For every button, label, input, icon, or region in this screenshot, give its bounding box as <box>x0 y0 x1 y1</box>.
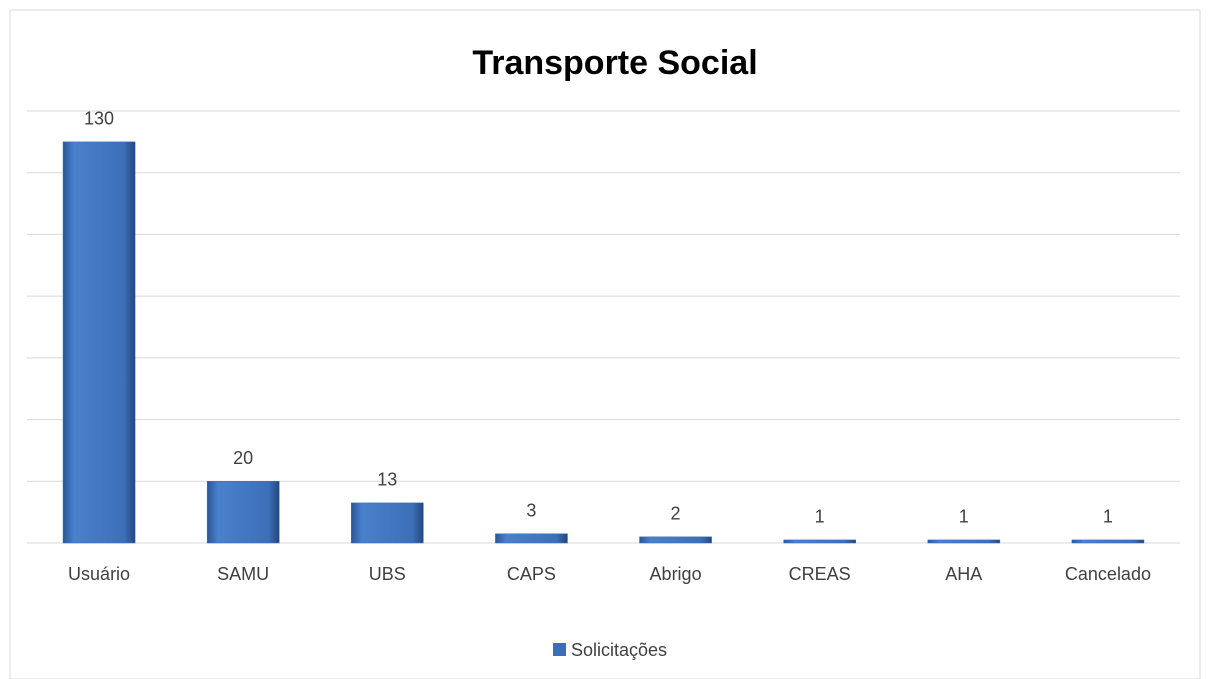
chart-title: Transporte Social <box>472 44 757 82</box>
data-label: 1 <box>959 507 969 527</box>
x-tick-label: Abrigo <box>650 564 702 584</box>
legend-swatch <box>553 643 566 656</box>
bar <box>1071 539 1145 544</box>
data-label: 130 <box>84 109 114 129</box>
bar <box>927 539 1001 544</box>
legend-label: Solicitações <box>571 640 667 660</box>
bar <box>351 502 424 544</box>
bar <box>62 141 136 544</box>
x-tick-label: SAMU <box>217 564 269 584</box>
data-label: 1 <box>1103 507 1113 527</box>
x-tick-label: AHA <box>945 564 982 584</box>
bar <box>783 539 856 544</box>
bar <box>639 536 712 544</box>
data-label: 3 <box>526 500 536 520</box>
x-tick-label: UBS <box>369 564 406 584</box>
data-label: 1 <box>815 507 825 527</box>
x-tick-label: Usuário <box>68 564 130 584</box>
data-label: 20 <box>233 448 253 468</box>
x-tick-label: CAPS <box>507 564 556 584</box>
x-tick-label: Cancelado <box>1065 564 1151 584</box>
chart-frame <box>9 9 1201 679</box>
data-label: 13 <box>377 470 397 490</box>
bar <box>495 533 568 544</box>
x-tick-label: CREAS <box>789 564 851 584</box>
bar <box>206 481 280 544</box>
data-label: 2 <box>671 504 681 524</box>
